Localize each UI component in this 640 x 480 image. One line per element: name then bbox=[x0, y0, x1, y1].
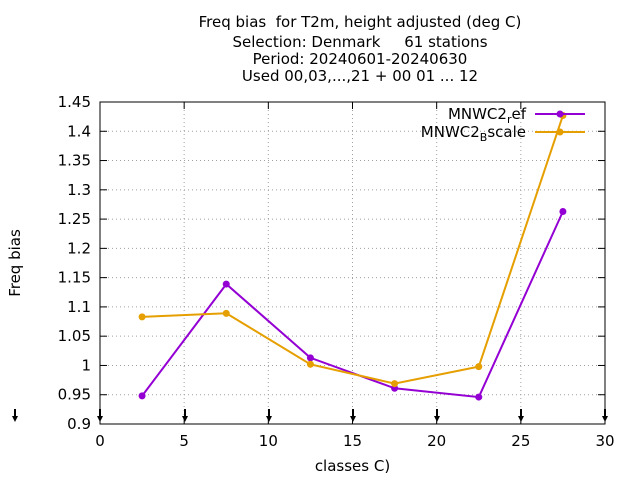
series-point-2 bbox=[306, 360, 314, 368]
y-axis-label: Freq bias bbox=[6, 229, 24, 297]
y-tick-label: 1.3 bbox=[67, 181, 91, 199]
title-line-1: Freq bias for T2m, height adjusted (deg … bbox=[198, 13, 522, 31]
title-line-2: Selection: Denmark 61 stations bbox=[232, 33, 488, 51]
series-point-2 bbox=[391, 380, 399, 388]
arrow-marker-head bbox=[518, 416, 524, 422]
series-point-1 bbox=[475, 393, 483, 401]
arrow-marker-head bbox=[266, 416, 272, 422]
y-tick-label: 0.9 bbox=[67, 415, 91, 433]
legend-marker-1 bbox=[556, 110, 564, 118]
series-point-2 bbox=[475, 363, 483, 371]
y-tick-label: 1.35 bbox=[58, 152, 91, 170]
x-axis-label: classes C) bbox=[315, 457, 390, 475]
series-point-1 bbox=[559, 207, 567, 215]
data-series bbox=[138, 111, 567, 401]
x-tick-label: 10 bbox=[259, 432, 278, 450]
arrow-marker-head bbox=[182, 416, 188, 422]
legend-label-1: MNWC2ref bbox=[448, 105, 527, 126]
arrow-marker-head bbox=[602, 416, 608, 422]
y-tick-label: 1.1 bbox=[67, 298, 91, 316]
x-tick-label: 25 bbox=[511, 432, 530, 450]
y-tick-label: 1.4 bbox=[67, 122, 91, 140]
series-point-1 bbox=[222, 280, 230, 288]
y-tick-label: 0.95 bbox=[58, 386, 91, 404]
title-line-4: Used 00,03,...,21 + 00 01 ... 12 bbox=[241, 67, 479, 85]
grid-lines bbox=[100, 102, 605, 424]
arrow-marker-head bbox=[434, 416, 440, 422]
x-tick-label: 20 bbox=[427, 432, 446, 450]
series-point-1 bbox=[138, 392, 146, 400]
arrow-marker-head bbox=[97, 416, 103, 422]
series-line-2 bbox=[142, 115, 564, 385]
tick-labels: 0.9 0.95 1 1.05 1.1 1.15 1.2 1.25 1.3 1.35 1.4 1.45… bbox=[58, 93, 615, 450]
arrow-marker-head bbox=[12, 416, 18, 422]
arrow-marker-head bbox=[350, 416, 356, 422]
legend-marker-2 bbox=[556, 128, 564, 136]
y-tick-label: 1.2 bbox=[67, 239, 91, 257]
x-tick-label: 15 bbox=[343, 432, 362, 450]
y-tick-label: 1.25 bbox=[58, 210, 91, 228]
series-point-1 bbox=[306, 354, 314, 362]
bottom-arrow-markers bbox=[12, 409, 608, 422]
series-point-2 bbox=[138, 313, 146, 321]
title-line-3: Period: 20240601-20240630 bbox=[252, 50, 468, 68]
series-point-2 bbox=[222, 309, 230, 317]
x-tick-label: 5 bbox=[179, 432, 189, 450]
y-tick-label: 1.05 bbox=[58, 327, 91, 345]
x-tick-label: 30 bbox=[595, 432, 614, 450]
y-tick-label: 1 bbox=[81, 356, 91, 374]
legend-label-2: MNWC2Bscale bbox=[421, 123, 526, 144]
y-tick-label: 1.45 bbox=[58, 93, 91, 111]
y-tick-label: 1.15 bbox=[58, 269, 91, 287]
x-tick-label: 0 bbox=[95, 432, 105, 450]
